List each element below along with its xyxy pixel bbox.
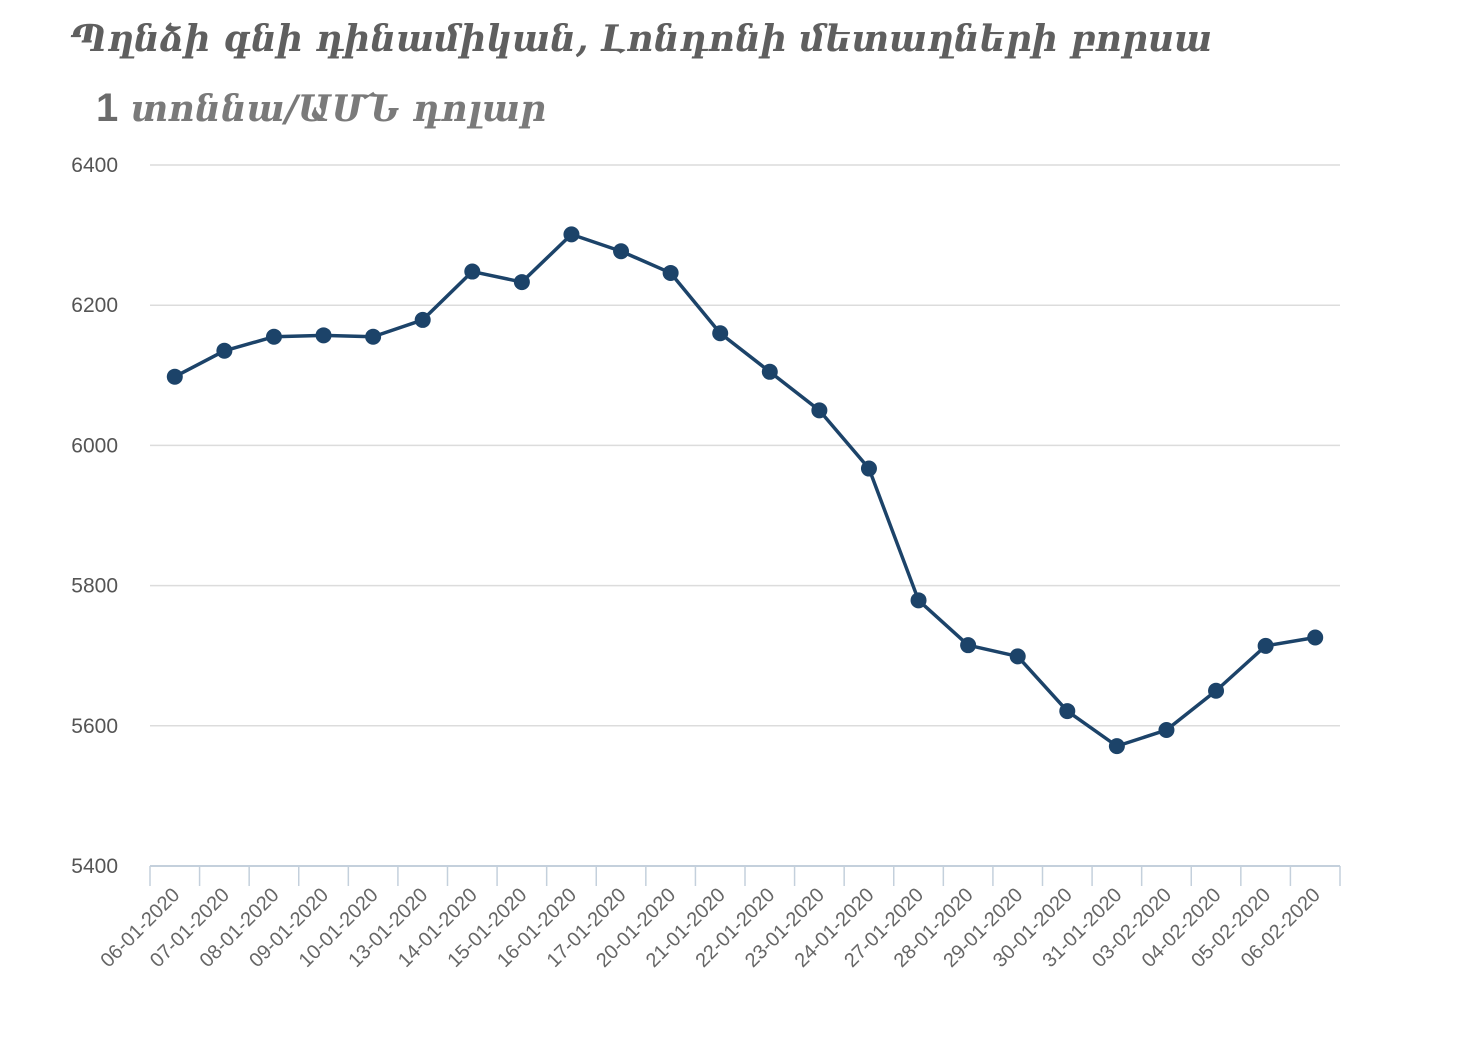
- y-tick-label: 6000: [71, 434, 118, 457]
- series-price: [166, 226, 1324, 755]
- y-tick-label: 5800: [71, 575, 118, 598]
- data-point[interactable]: [563, 226, 580, 243]
- data-point[interactable]: [860, 460, 877, 477]
- data-point[interactable]: [811, 402, 828, 419]
- data-point[interactable]: [1257, 637, 1274, 654]
- data-point[interactable]: [1108, 738, 1125, 755]
- data-point[interactable]: [1009, 648, 1026, 665]
- y-tick-label: 5400: [71, 855, 118, 878]
- chart-subtitle: 1 տոննա/ԱՄՆ դոլար: [96, 86, 546, 131]
- data-point[interactable]: [1158, 722, 1175, 739]
- y-tick-label: 5600: [71, 715, 118, 738]
- series-line: [173, 232, 1317, 748]
- data-point[interactable]: [265, 328, 282, 345]
- data-point[interactable]: [613, 243, 630, 260]
- y-axis: 5400 5600 5800 6000 6200 6400: [71, 154, 118, 878]
- data-point[interactable]: [216, 342, 233, 359]
- data-point[interactable]: [1307, 629, 1324, 646]
- data-point[interactable]: [712, 325, 729, 342]
- subtitle-unit: տոննա/ԱՄՆ դոլար: [130, 88, 547, 130]
- y-tick-label: 6400: [71, 154, 118, 177]
- chart-title: Պղնձի գնի դինամիկան, Լոնդոնի մետաղների բ…: [70, 18, 1213, 60]
- subtitle-number: 1: [96, 86, 119, 130]
- data-point[interactable]: [365, 328, 382, 345]
- data-point[interactable]: [1059, 703, 1076, 720]
- data-point[interactable]: [414, 311, 431, 328]
- data-point[interactable]: [1208, 682, 1225, 699]
- data-point[interactable]: [315, 327, 332, 344]
- gridlines: [150, 164, 1340, 727]
- data-point[interactable]: [662, 264, 679, 281]
- data-point[interactable]: [761, 363, 778, 380]
- data-point[interactable]: [960, 637, 977, 654]
- data-point[interactable]: [910, 592, 927, 609]
- data-point[interactable]: [166, 368, 183, 385]
- data-point[interactable]: [513, 274, 530, 291]
- x-axis: 06-01-202007-01-202008-01-202009-01-2020…: [96, 865, 1341, 972]
- y-tick-label: 6200: [71, 294, 118, 317]
- data-point[interactable]: [464, 263, 481, 280]
